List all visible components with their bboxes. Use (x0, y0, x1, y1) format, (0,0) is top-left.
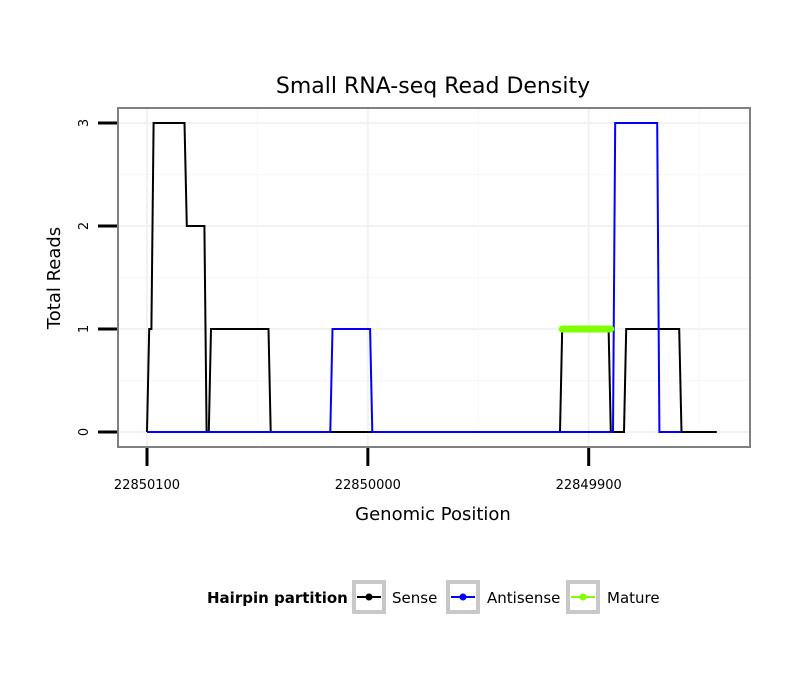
legend-item-sense: Sense (352, 580, 437, 614)
grid-lines (118, 108, 750, 447)
y-axis: 0 1 2 3 (77, 119, 117, 436)
legend-item-antisense: Antisense (446, 580, 560, 614)
legend-label-antisense: Antisense (487, 589, 560, 607)
series-line-sense (146, 122, 717, 433)
legend-label-sense: Sense (392, 589, 437, 607)
y-tick-label-2: 2 (77, 222, 92, 230)
series-lines (146, 122, 717, 433)
y-tick-label-3: 3 (77, 119, 92, 127)
y-tick-label-0: 0 (77, 428, 92, 436)
x-axis: 22850100 22850000 22849900 (114, 448, 622, 493)
legend-key-antisense-dot (459, 593, 467, 601)
legend-label-mature: Mature (607, 589, 660, 607)
legend-title: Hairpin partition (207, 589, 348, 607)
x-tick-label-1: 22850000 (335, 478, 401, 493)
chart-title: Small RNA-seq Read Density (276, 74, 590, 99)
x-tick-label-2: 22849900 (556, 478, 622, 493)
plot-panel-border (117, 107, 751, 448)
legend-key-mature-dot (579, 593, 587, 601)
series-line-antisense (147, 122, 682, 433)
x-tick-label-0: 22850100 (114, 478, 180, 493)
legend-key-sense-dot (365, 593, 373, 601)
x-axis-title: Genomic Position (355, 504, 511, 525)
y-tick-label-1: 1 (77, 325, 92, 333)
legend-item-mature: Mature (566, 580, 660, 614)
legend: Hairpin partition Sense Antisense Mature (207, 580, 660, 614)
y-axis-title: Total Reads (44, 227, 65, 330)
